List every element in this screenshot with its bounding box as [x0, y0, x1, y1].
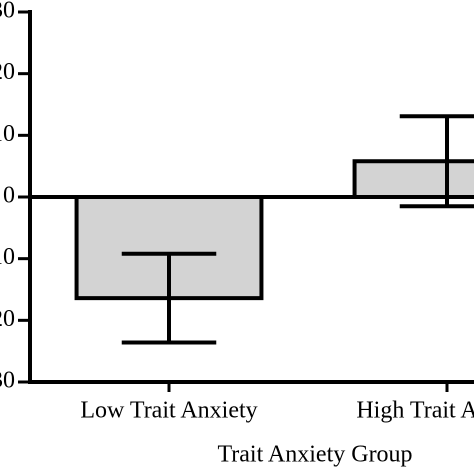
y-tick-label: -30 [0, 368, 15, 394]
y-tick-label: 10 [0, 121, 15, 147]
y-tick-label: 20 [0, 59, 15, 85]
x-tick-label: Low Trait Anxiety [80, 398, 257, 424]
y-tick-label: -10 [0, 244, 15, 270]
bar [352, 159, 474, 200]
y-tick-label: -20 [0, 306, 15, 332]
x-tick-label: High Trait Anxiety [356, 398, 474, 424]
x-axis-label: Trait Anxiety Group [217, 442, 412, 468]
y-tick-label: 30 [0, 0, 15, 24]
y-tick-label: 0 [3, 183, 15, 209]
